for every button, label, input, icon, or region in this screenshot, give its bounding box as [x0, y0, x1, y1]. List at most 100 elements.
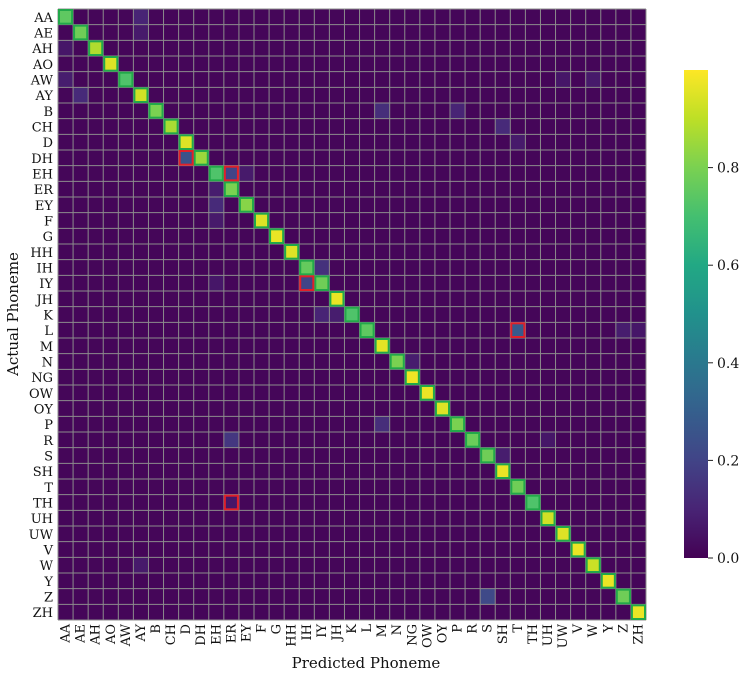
x-tick-L: L	[360, 624, 375, 633]
cell-W-AY	[133, 557, 149, 574]
cell-UH-V	[570, 510, 586, 527]
cell-F-L	[359, 212, 375, 229]
cell-N-AY	[133, 353, 149, 370]
cell-ER-HH	[284, 181, 300, 198]
cell-S-IH	[299, 447, 315, 464]
cell-NG-B	[148, 369, 164, 386]
cell-IY-UW	[555, 275, 571, 292]
cell-ER-AO	[103, 181, 119, 198]
cell-CH-ER	[223, 118, 240, 135]
cell-W-DH	[193, 557, 210, 574]
cell-AH-V	[570, 40, 586, 57]
cell-V-JH	[329, 541, 345, 558]
cell-ZH-HH	[284, 604, 300, 621]
cell-OY-IH	[299, 400, 315, 417]
cell-D-CH	[163, 134, 179, 151]
cell-CH-B	[148, 118, 164, 135]
cell-W-B	[148, 557, 164, 574]
cell-ZH-AO	[103, 604, 119, 621]
cell-G-AH	[88, 228, 104, 245]
cell-AO-IY	[314, 56, 330, 72]
cell-AO-ZH	[630, 56, 647, 72]
y-tick-labels: AAAEAHAOAWAYBCHDDHEHEREYFGHHIHIYJHKLMNNG…	[29, 11, 55, 621]
cell-P-SH	[495, 416, 511, 433]
cell-IY-R	[465, 275, 481, 292]
cell-OW-UH	[540, 385, 556, 401]
cell-P-D	[178, 416, 194, 433]
cell-N-L	[359, 353, 375, 370]
cell-ZH-Y	[600, 604, 617, 621]
cell-G-AA	[58, 228, 74, 245]
cell-EY-AA	[58, 197, 74, 213]
cell-S-OW	[419, 447, 436, 464]
cell-AY-DH	[193, 87, 210, 104]
cell-Y-G	[269, 573, 285, 589]
cell-M-DH	[193, 338, 210, 354]
cell-R-ER	[223, 432, 240, 448]
cell-AA-AO	[103, 9, 119, 25]
cell-UW-G	[269, 526, 285, 542]
cell-AO-M	[374, 56, 390, 72]
cell-P-Y	[600, 416, 617, 433]
cell-OW-OY	[434, 385, 451, 401]
cell-JH-P	[450, 291, 466, 307]
cell-EH-TH	[525, 165, 541, 182]
cell-AH-S	[480, 40, 496, 57]
cell-AE-D	[178, 24, 194, 41]
cell-AE-AE	[73, 24, 89, 41]
cell-TH-HH	[284, 494, 300, 511]
cell-TH-ER	[223, 494, 240, 511]
cell-IY-OW	[419, 275, 436, 292]
cell-UH-D	[178, 510, 194, 527]
cell-CH-TH	[525, 118, 541, 135]
cell-EY-DH	[193, 197, 210, 213]
y-tick-N: N	[42, 356, 53, 371]
cell-S-HH	[284, 447, 300, 464]
cell-SH-B	[148, 463, 164, 480]
cell-EY-TH	[525, 197, 541, 213]
cell-ER-UW	[555, 181, 571, 198]
cell-ER-UH	[540, 181, 556, 198]
cell-R-CH	[163, 432, 179, 448]
colorbar-tick-0.8: 0.8	[717, 161, 739, 177]
x-tick-AY: AY	[134, 624, 149, 643]
cell-IH-SH	[495, 259, 511, 276]
cell-DH-AW	[118, 150, 134, 166]
cell-OY-AW	[118, 400, 134, 417]
cell-OY-D	[178, 400, 194, 417]
cell-NG-DH	[193, 369, 210, 386]
cell-G-SH	[495, 228, 511, 245]
cell-NG-G	[269, 369, 285, 386]
cell-T-L	[359, 479, 375, 495]
cell-JH-TH	[525, 291, 541, 307]
cell-IY-F	[254, 275, 270, 292]
cell-F-K	[344, 212, 360, 229]
cell-D-AO	[103, 134, 119, 151]
cell-W-IH	[299, 557, 315, 574]
cell-AA-V	[570, 9, 586, 25]
cell-S-AY	[133, 447, 149, 464]
cell-AY-N	[389, 87, 406, 104]
cell-HH-L	[359, 244, 375, 260]
cell-B-IY	[314, 103, 330, 119]
cell-JH-DH	[193, 291, 210, 307]
cell-TH-N	[389, 494, 406, 511]
cell-UW-ZH	[630, 526, 647, 542]
cell-SH-F	[254, 463, 270, 480]
cell-DH-IY	[314, 150, 330, 166]
cell-IH-JH	[329, 259, 345, 276]
cell-R-UH	[540, 432, 556, 448]
cell-P-AA	[58, 416, 74, 433]
cell-EH-DH	[193, 165, 210, 182]
cell-W-V	[570, 557, 586, 574]
cell-EH-S	[480, 165, 496, 182]
cell-F-OY	[434, 212, 451, 229]
cell-Y-OY	[434, 573, 451, 589]
x-tick-TH: TH	[526, 624, 541, 644]
cell-S-TH	[525, 447, 541, 464]
cell-L-ER	[223, 322, 240, 339]
cell-AH-TH	[525, 40, 541, 57]
cell-UW-B	[148, 526, 164, 542]
highlight-TH-ER	[223, 494, 239, 511]
cell-P-B	[148, 416, 164, 433]
